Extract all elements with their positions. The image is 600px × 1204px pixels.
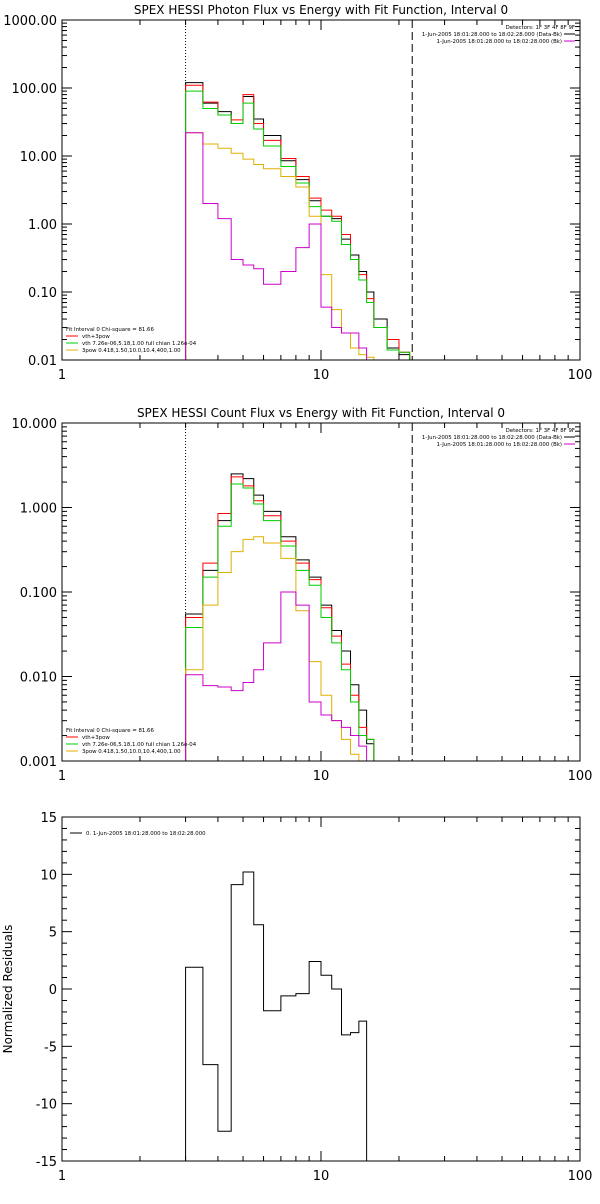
legend-bottomleft-entry: Fit Interval 0 Chi-square = 81.66 (66, 728, 154, 734)
y-tick-label: 15 (40, 811, 57, 826)
y-minor-ticks (62, 22, 580, 341)
legend-topright-entry: Detectors: 1F 3F 4F 8F 9F (506, 428, 575, 434)
legend-topright-entry: Detectors: 1F 3F 4F 8F 9F (506, 25, 575, 31)
legend-bottomleft-entry: vth 7.26e-06,5.18,1.00 full chian 1.26e-… (82, 341, 197, 347)
x-tick-label: 100 (568, 368, 593, 383)
y-tick-label: 0.10 (28, 286, 57, 301)
y-tick-label: -10 (36, 1098, 57, 1113)
y-tick-label: 0.001 (20, 755, 57, 770)
x-tick-label: 10 (313, 368, 330, 383)
series-group (185, 871, 368, 1161)
legend-topright-entry: 1-Jun-2005 18:01:28.000 to 18:02:28.000 … (422, 435, 562, 441)
y-tick-label: 1.00 (28, 218, 57, 233)
plot-frame (61, 422, 581, 762)
x-tick-label: 100 (568, 769, 593, 784)
series-line-1 (185, 871, 368, 1161)
y-tick-label: 1000.00 (3, 14, 57, 29)
x-tick-label: 10 (313, 1169, 330, 1184)
plot-frame (61, 816, 581, 1162)
y-minor-ticks (62, 426, 580, 737)
chart-panel-2: SPEX HESSI Count Flux vs Energy with Fit… (12, 406, 593, 784)
chart-panel-3: Normalized Residuals 1 10 100 15 10 5 0 -5 -10 -15… (1, 811, 592, 1184)
y-tick-label: 10 (40, 868, 57, 883)
y-tick-label: 0.100 (20, 586, 57, 601)
chart-panel-1: SPEX HESSI Photon Flux vs Energy with Fi… (3, 3, 592, 383)
series-line-2 (185, 84, 411, 360)
y-tick-label: 1.000 (20, 502, 57, 517)
legend-bottomleft-entry: vth+3pow (82, 735, 110, 741)
x-minor-ticks (139, 423, 569, 761)
y-tick-label: 0 (49, 983, 57, 998)
x-tick-label: 1 (58, 769, 66, 784)
series-line-5 (185, 591, 368, 761)
y-tick-label: -15 (36, 1155, 57, 1170)
series-line-3 (185, 90, 411, 360)
y-minor-ticks (62, 827, 580, 1151)
x-tick-label: 100 (568, 1169, 593, 1184)
series-group (185, 82, 411, 360)
x-tick-label: 1 (58, 368, 66, 383)
chart-title: SPEX HESSI Photon Flux vs Energy with Fi… (134, 3, 508, 17)
series-line-5 (185, 132, 375, 360)
legend-bottomleft-entry: 3pow 0.418,1.50,10.0,10.4,400,1.00 (82, 749, 181, 755)
x-tick-label: 10 (313, 769, 330, 784)
y-tick-label: 5 (49, 926, 57, 941)
y-tick-label: 10.00 (20, 150, 57, 165)
y-tick-label: 0.01 (28, 354, 57, 369)
x-tick-label: 1 (58, 1169, 66, 1184)
series-line-2 (185, 476, 375, 761)
legend-bottomleft-entry: Fit Interval 0 Chi-square = 81.66 (66, 327, 154, 333)
legend-topleft-entry: 0. 1-Jun-2005 18:01:28.000 to 18:02:28.0… (86, 831, 206, 837)
legend-bottomleft-entry: vth 7.26e-06,5.18,1.00 full chian 1.26e-… (82, 742, 197, 748)
x-minor-ticks (139, 20, 569, 360)
series-line-1 (185, 473, 375, 761)
legend-topright-entry: 1-Jun-2005 18:01:28.000 to 18:02:28.000 … (437, 442, 562, 448)
legend-bottomleft-entry: vth+3pow (82, 334, 110, 340)
y-tick-label: -5 (44, 1040, 57, 1055)
series-line-4 (185, 132, 388, 360)
series-group (185, 473, 375, 761)
series-line-1 (185, 82, 411, 360)
y-axis-label: Normalized Residuals (1, 925, 15, 1054)
legend-bottomleft-entry: 3pow 0.418,1.50,10.0,10.4,400,1.00 (82, 348, 181, 354)
y-tick-label: 0.010 (20, 671, 57, 686)
chart-title: SPEX HESSI Count Flux vs Energy with Fit… (137, 406, 505, 420)
x-minor-ticks (139, 817, 569, 1161)
legend-topright-entry: 1-Jun-2005 18:01:28.000 to 18:02:28.000 … (437, 39, 562, 45)
plot-frame (61, 19, 581, 361)
y-tick-label: 10.000 (12, 417, 58, 432)
series-line-3 (185, 483, 375, 761)
legend-topright-entry: 1-Jun-2005 18:01:28.000 to 18:02:28.000 … (422, 32, 562, 38)
y-tick-label: 100.00 (12, 82, 58, 97)
